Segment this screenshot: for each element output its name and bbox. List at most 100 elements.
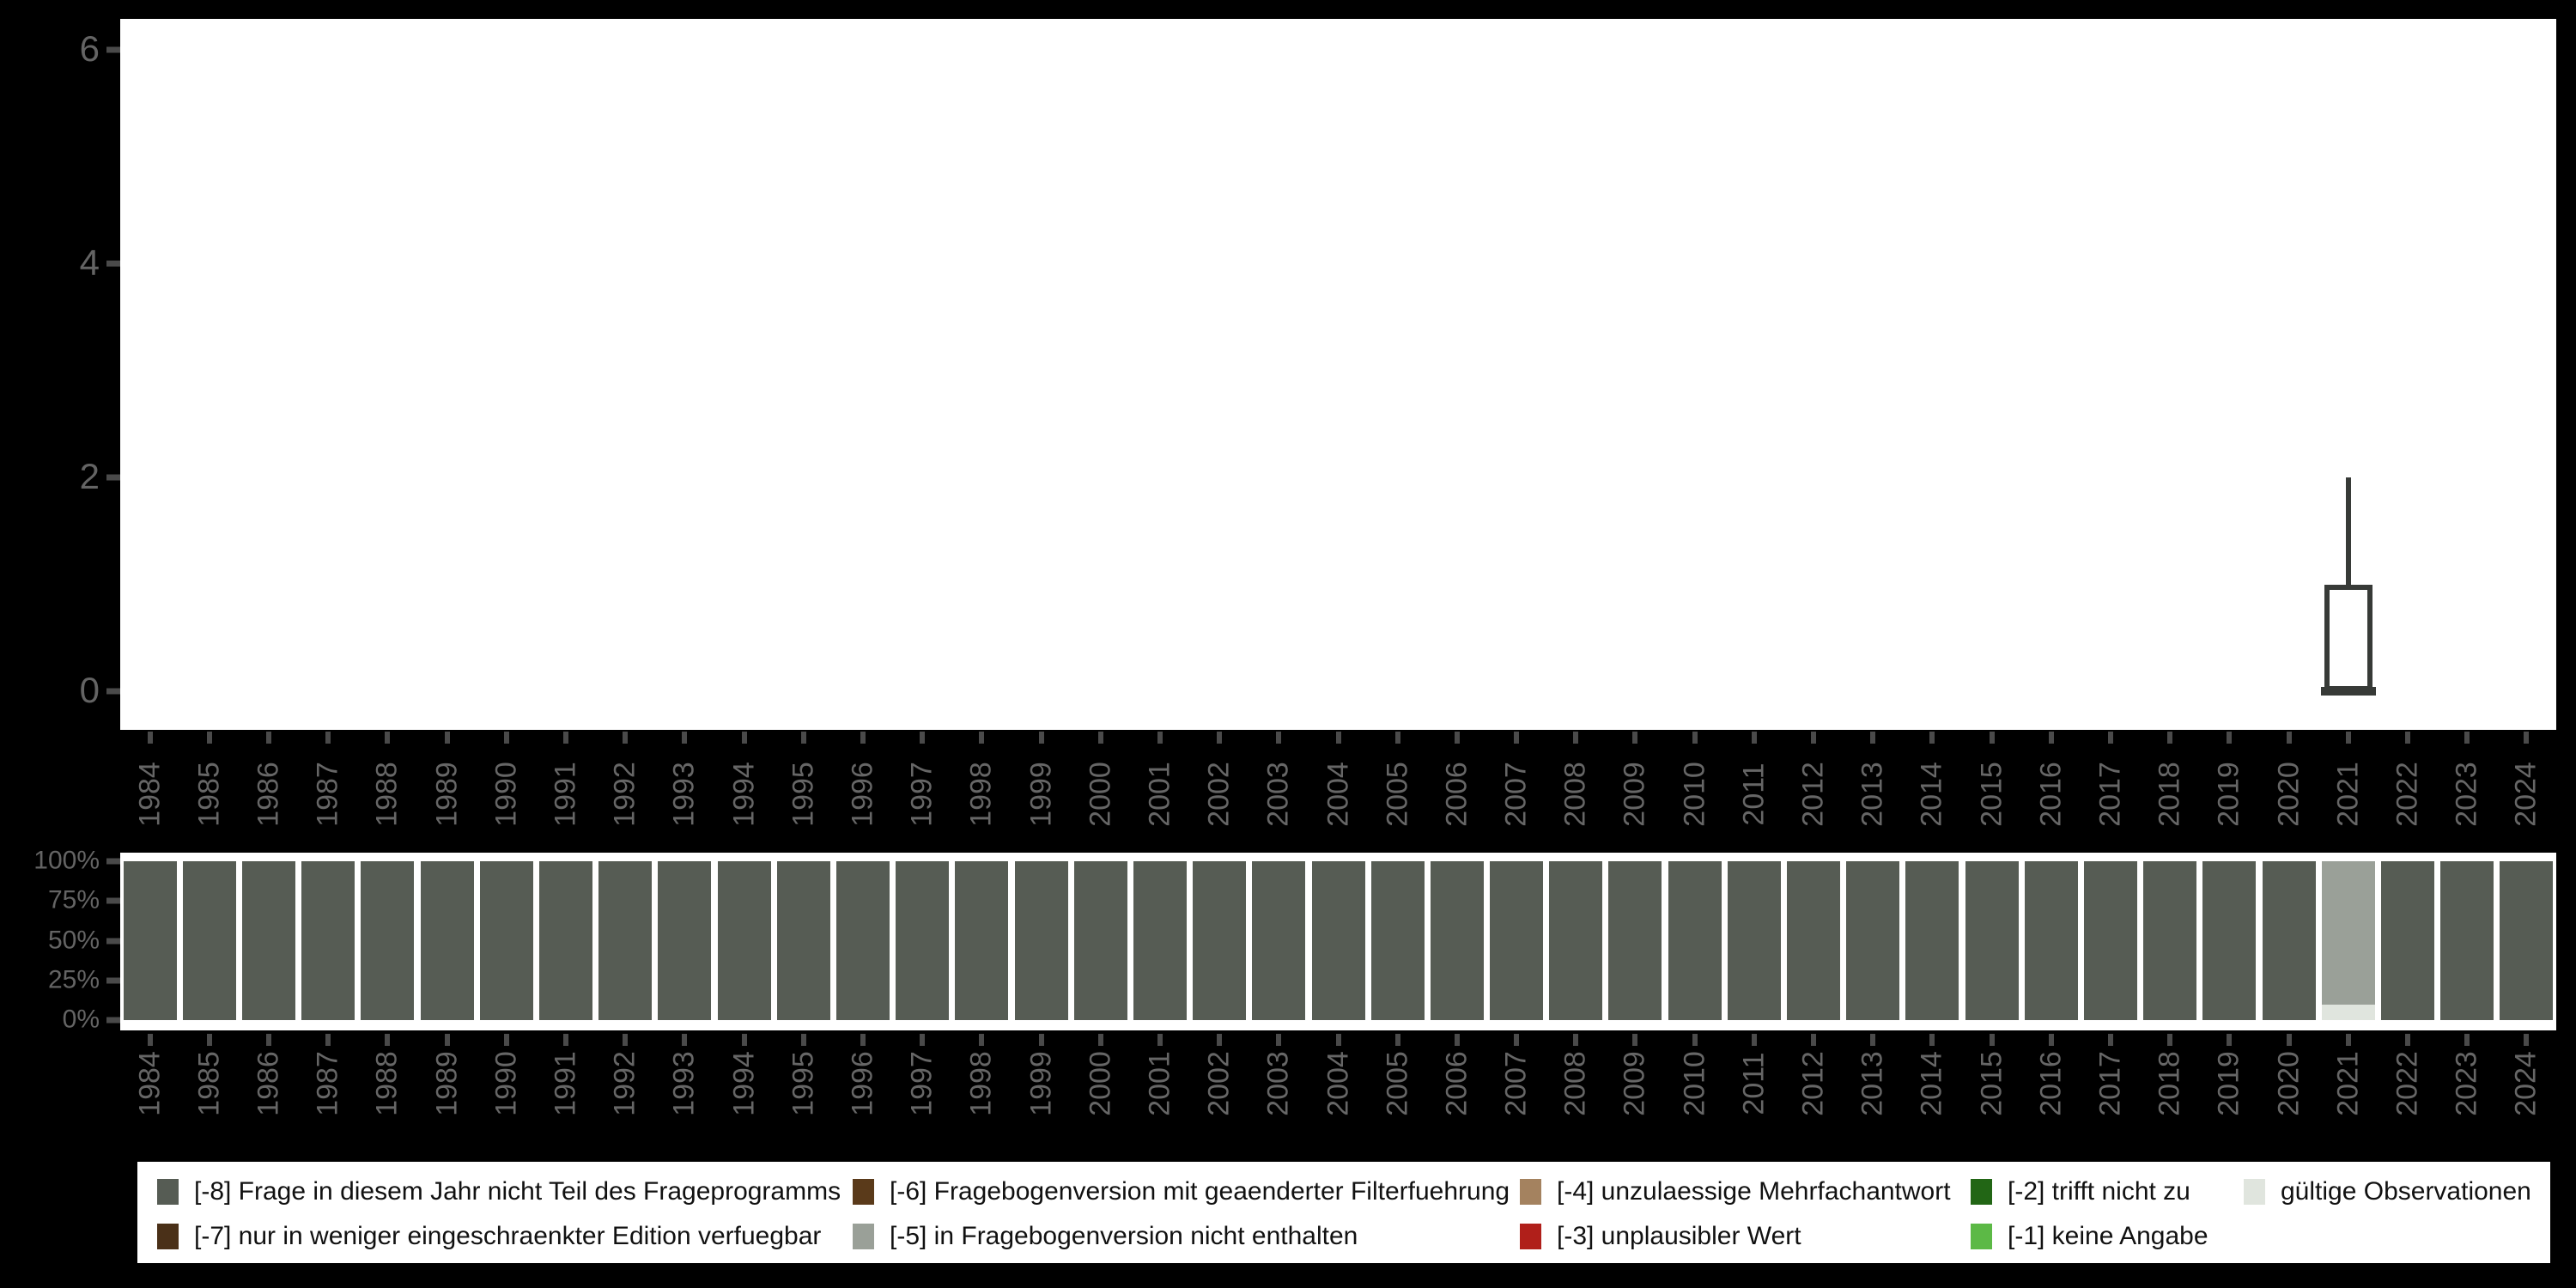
x-axis-tick: [1632, 1034, 1638, 1046]
x-axis-tick: [623, 1034, 629, 1046]
bar-segment--8: [1073, 861, 1127, 1020]
x-tick-label: 1985: [192, 762, 226, 827]
bar-column-1984: [123, 861, 177, 1020]
bar-column-2013: [1846, 861, 1900, 1020]
bar-column-1994: [717, 861, 771, 1020]
x-axis-tick: [2048, 1034, 2054, 1046]
x-tick-label: 2011: [1737, 762, 1771, 826]
x-axis-tick: [1870, 1034, 1876, 1046]
x-axis-tick: [1394, 1034, 1400, 1046]
bar-column-2010: [1668, 861, 1722, 1020]
legend-swatch--4: [1520, 1179, 1541, 1205]
y-tick-label: 100%: [33, 846, 100, 875]
bar-column-2024: [2500, 861, 2554, 1020]
y-axis-tick: [106, 858, 120, 865]
y-axis-tick: [106, 977, 120, 984]
legend-item-label: gültige Observationen: [2281, 1177, 2531, 1206]
x-axis-tick: [2286, 732, 2292, 744]
x-tick-label: 2005: [1381, 1051, 1414, 1116]
x-axis-tick: [2048, 732, 2054, 744]
legend-item--6: [-6] Fragebogenversion mit geaenderter F…: [853, 1177, 1510, 1206]
x-tick-label: 2021: [2331, 762, 2365, 827]
x-tick-label: 2008: [1558, 1051, 1592, 1116]
bar-segment--8: [1370, 861, 1425, 1020]
bar-segment--8: [658, 861, 712, 1020]
boxplot-upper-whisker: [2345, 477, 2351, 585]
x-axis-tick: [562, 1034, 568, 1046]
bar-segment--8: [1193, 861, 1247, 1020]
x-tick-label: 1987: [311, 1051, 344, 1116]
y-tick-label: 0: [79, 670, 100, 711]
x-tick-label: 2018: [2153, 762, 2186, 827]
bar-column-1998: [955, 861, 1009, 1020]
bar-column-1995: [776, 861, 830, 1020]
legend-item-label: [-8] Frage in diesem Jahr nicht Teil des…: [194, 1177, 841, 1206]
bar-column-2016: [2024, 861, 2078, 1020]
x-axis-tick: [2464, 732, 2470, 744]
x-tick-label: 1993: [667, 762, 701, 827]
bar-segment--8: [1668, 861, 1722, 1020]
legend-item-label: [-3] unplausibler Wert: [1557, 1222, 1801, 1250]
bar-segment--8: [420, 861, 474, 1020]
bar-segment--8: [1787, 861, 1841, 1020]
x-tick-label: 2002: [1202, 1051, 1236, 1116]
x-axis-tick: [920, 1034, 926, 1046]
x-axis-tick: [2405, 732, 2410, 744]
bar-segment--8: [717, 861, 771, 1020]
x-axis-tick: [741, 1034, 747, 1046]
boxplot-box: [2324, 584, 2372, 691]
x-axis-tick: [325, 732, 331, 744]
x-tick-label: 2020: [2272, 1051, 2306, 1116]
bar-column-2015: [1965, 861, 2019, 1020]
x-axis-tick: [2286, 1034, 2292, 1046]
legend-item-label: [-6] Fragebogenversion mit geaenderter F…: [890, 1177, 1510, 1206]
legend-swatch--1: [1971, 1224, 1992, 1249]
x-axis-tick: [1217, 732, 1223, 744]
x-axis-tick: [1454, 1034, 1460, 1046]
x-axis-tick: [1514, 732, 1520, 744]
bar-column-2020: [2262, 861, 2316, 1020]
bar-segment-valid: [2321, 1004, 2375, 1020]
x-axis-tick: [385, 732, 391, 744]
bar-segment--8: [776, 861, 830, 1020]
bar-column-1996: [835, 861, 890, 1020]
x-tick-label: 1990: [489, 762, 523, 827]
x-axis-tick: [682, 1034, 688, 1046]
bar-column-1992: [598, 861, 653, 1020]
x-axis-tick: [979, 732, 985, 744]
x-tick-label: 2011: [1737, 1052, 1771, 1115]
x-tick-label: 1995: [787, 1051, 820, 1116]
x-axis-tick: [1870, 732, 1876, 744]
x-axis-tick: [1573, 732, 1579, 744]
x-tick-label: 2013: [1856, 1051, 1889, 1116]
legend-item--5: [-5] in Fragebogenversion nicht enthalte…: [853, 1222, 1358, 1251]
bar-segment--8: [1490, 861, 1544, 1020]
x-tick-label: 2013: [1856, 762, 1889, 827]
x-tick-label: 2007: [1499, 1051, 1533, 1116]
bar-column-2014: [1905, 861, 1959, 1020]
x-axis-tick: [1573, 1034, 1579, 1046]
y-tick-label: 50%: [47, 925, 100, 954]
x-axis-tick: [2524, 732, 2530, 744]
x-axis-tick: [741, 732, 747, 744]
bar-column-2003: [1252, 861, 1306, 1020]
x-tick-label: 1984: [133, 762, 167, 827]
legend-item--4: [-4] unzulaessige Mehrfachantwort: [1520, 1177, 1951, 1206]
bar-segment--8: [479, 861, 533, 1020]
x-tick-label: 2000: [1084, 1051, 1117, 1116]
x-axis-tick: [1157, 732, 1163, 744]
x-axis-tick: [147, 732, 153, 744]
x-tick-label: 1990: [489, 1051, 523, 1116]
legend-item--3: [-3] unplausibler Wert: [1520, 1222, 1801, 1251]
bar-segment--8: [598, 861, 653, 1020]
x-axis-tick: [147, 1034, 153, 1046]
x-tick-label: 2002: [1202, 762, 1236, 827]
x-tick-label: 2023: [2450, 1051, 2483, 1116]
x-tick-label: 1992: [608, 762, 641, 827]
x-axis-tick: [1038, 1034, 1044, 1046]
x-tick-label: 2006: [1440, 762, 1473, 827]
x-axis-tick: [2108, 732, 2114, 744]
bar-column-2001: [1133, 861, 1187, 1020]
legend-item-label: [-5] in Fragebogenversion nicht enthalte…: [890, 1222, 1358, 1250]
x-axis-tick: [503, 732, 509, 744]
